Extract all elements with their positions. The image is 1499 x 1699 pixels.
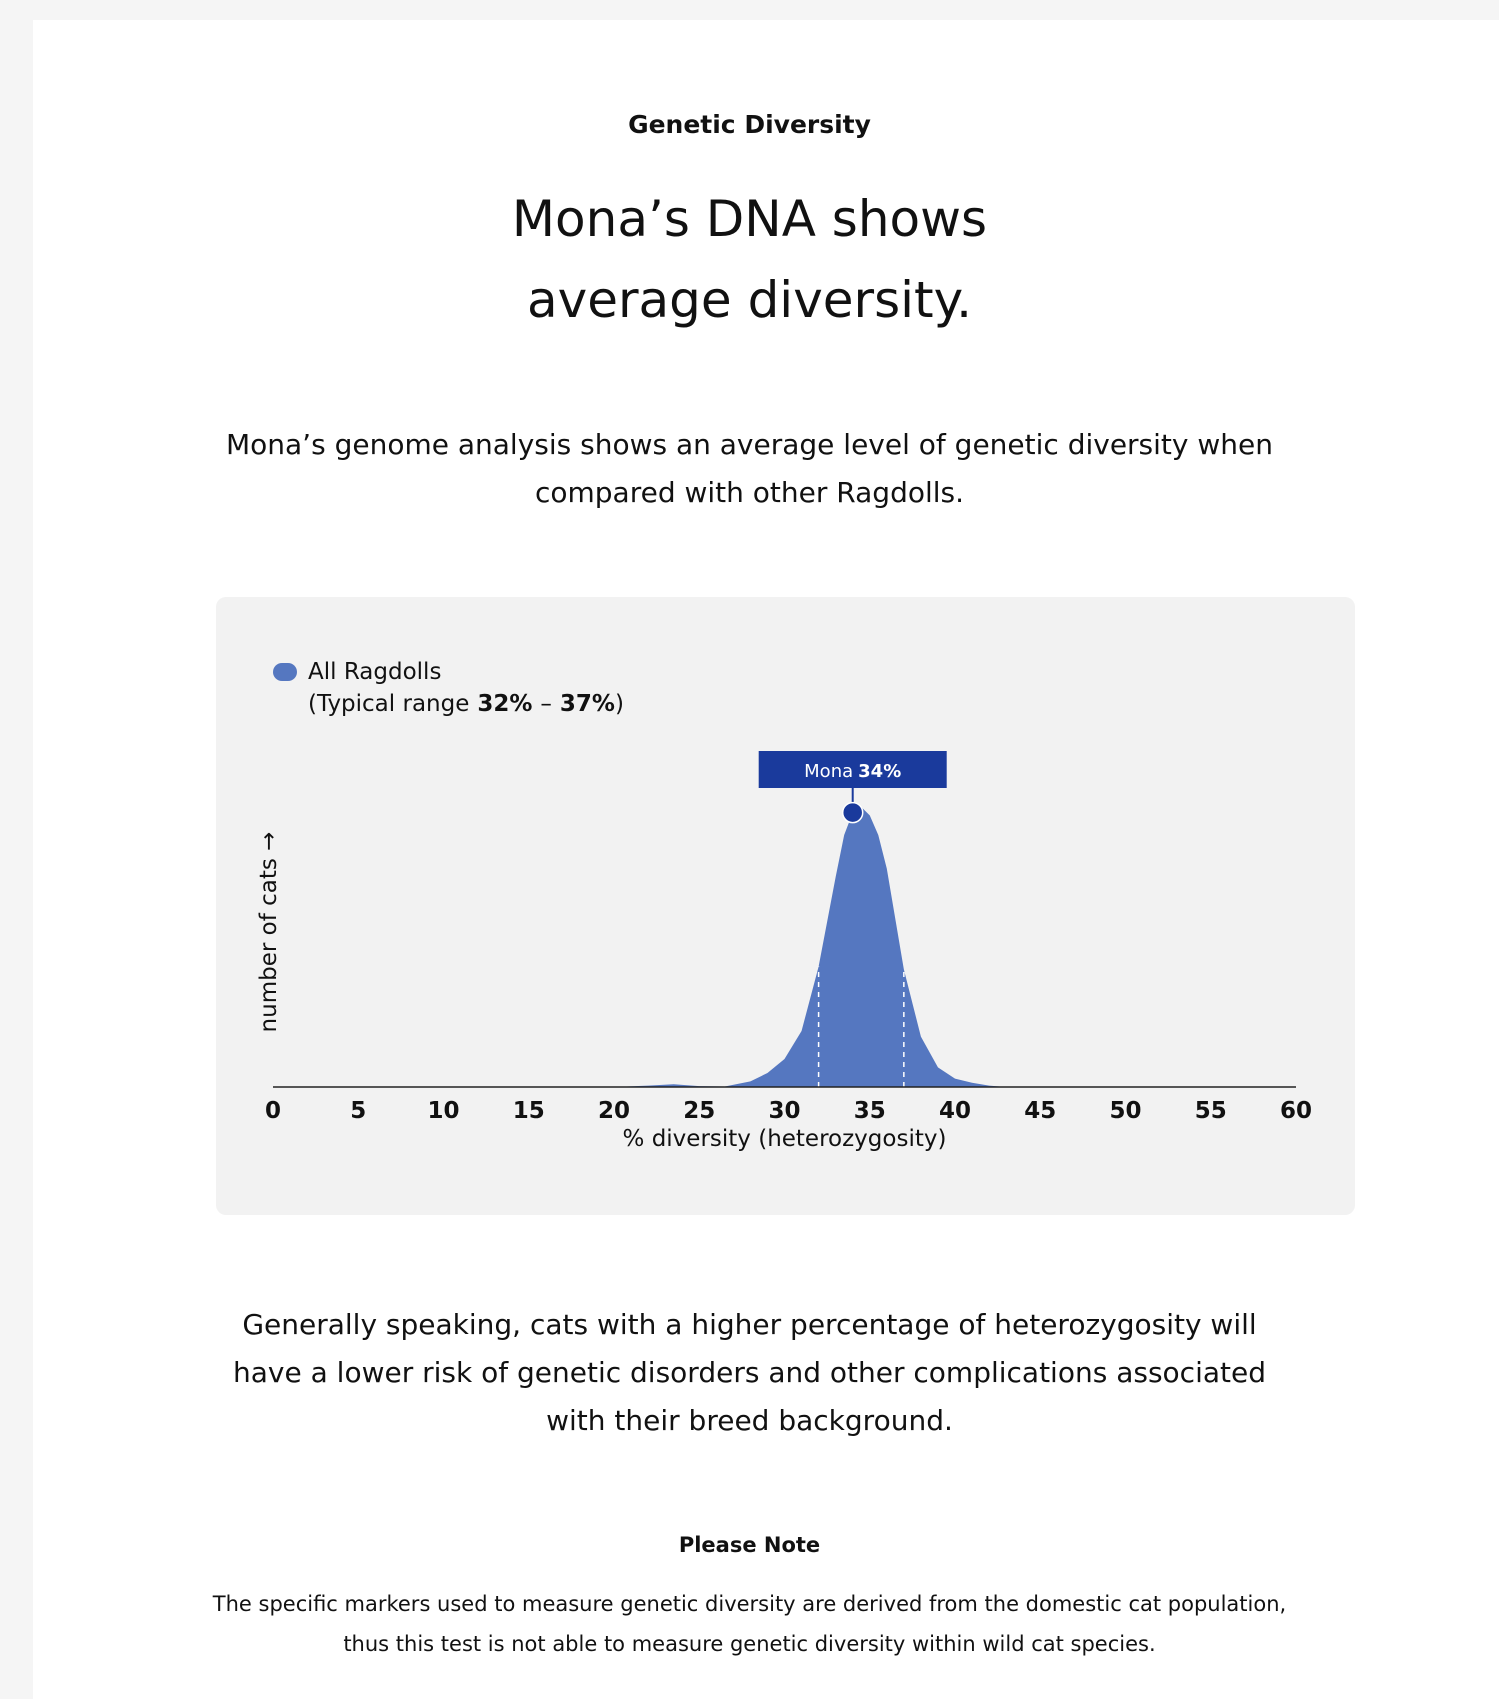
intro: Mona’s genome analysis shows an average … (225, 428, 1273, 461)
x-tick-label: 50 (1109, 1098, 1141, 1124)
x-axis-label: % diversity (heterozygosity) (623, 1126, 947, 1152)
y-axis-label: number of cats → (256, 832, 282, 1033)
marker-name: Mona (804, 761, 853, 782)
x-tick-label: 30 (768, 1098, 800, 1124)
title: Mona’s DNA shows (511, 190, 988, 248)
note-text: The specific markers used to measure gen… (212, 1592, 1287, 1616)
x-tick-label: 0 (265, 1098, 281, 1124)
eyebrow: Genetic Diversity (628, 110, 871, 139)
marker-label-box (758, 751, 947, 788)
body-text: have a lower risk of genetic disorders a… (233, 1356, 1266, 1389)
note-title: Please Note (678, 1533, 821, 1557)
body-text: with their breed background. (546, 1404, 953, 1437)
marker-value: 34% (858, 761, 901, 782)
range-close: ) (615, 691, 624, 717)
x-tick-label: 60 (1280, 1098, 1312, 1124)
legend-label: All Ragdolls (308, 659, 441, 685)
x-tick-label: 25 (683, 1098, 715, 1124)
x-tick-label: 20 (598, 1098, 630, 1124)
range-high: 37% (560, 691, 615, 717)
body-text: Generally speaking, cats with a higher p… (242, 1308, 1257, 1341)
marker-label: Mona 34% (804, 761, 901, 782)
title: average diversity. (526, 271, 973, 329)
x-tick-label: 45 (1024, 1098, 1056, 1124)
legend-swatch (273, 663, 297, 681)
range-open: (Typical range (308, 691, 469, 717)
range-low: 32% (477, 691, 532, 717)
x-tick-label: 15 (513, 1098, 545, 1124)
chart-panel (216, 597, 1355, 1215)
note-text: thus this test is not able to measure ge… (343, 1632, 1156, 1656)
x-tick-label: 55 (1195, 1098, 1227, 1124)
marker-dot (841, 801, 864, 824)
x-tick-label: 10 (427, 1098, 459, 1124)
x-tick-label: 5 (350, 1098, 366, 1124)
x-tick-label: 40 (939, 1098, 971, 1124)
intro: compared with other Ragdolls. (534, 476, 965, 509)
range-dash: – (540, 691, 552, 717)
x-tick-label: 35 (854, 1098, 886, 1124)
legend-range: (Typical range 32% –37%) (308, 691, 624, 717)
